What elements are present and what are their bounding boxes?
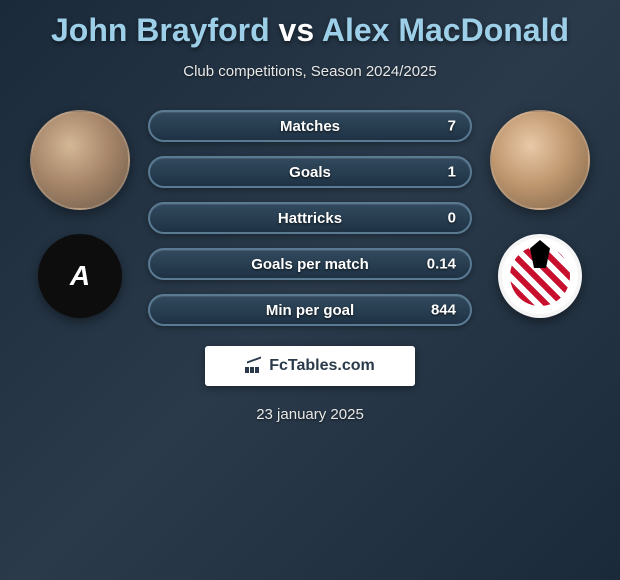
stat-label: Hattricks (278, 210, 342, 227)
page-title: John Brayford vs Alex MacDonald (51, 12, 569, 49)
stat-value: 7 (448, 118, 456, 135)
stat-row-goals-per-match: Goals per match 0.14 (148, 248, 472, 280)
stat-row-matches: Matches 7 (148, 110, 472, 142)
subtitle: Club competitions, Season 2024/2025 (183, 63, 437, 80)
left-column: A (20, 110, 140, 318)
comparison-body: A Matches 7 Goals 1 Hattricks 0 Goals pe… (10, 110, 610, 326)
player2-avatar (490, 110, 590, 210)
stat-value: 0.14 (427, 256, 456, 273)
club-badge-right-icon (502, 238, 578, 314)
stat-label: Matches (280, 118, 340, 135)
branding-badge: FcTables.com (205, 346, 415, 386)
player1-avatar (30, 110, 130, 210)
stat-value: 1 (448, 164, 456, 181)
stat-label: Min per goal (266, 302, 354, 319)
right-column (480, 110, 600, 318)
stat-value: 844 (431, 302, 456, 319)
stat-label: Goals per match (251, 256, 369, 273)
stat-label: Goals (289, 164, 331, 181)
player2-club-badge (498, 234, 582, 318)
vs-separator: vs (279, 12, 315, 48)
stat-row-goals: Goals 1 (148, 156, 472, 188)
branding-text: FcTables.com (269, 357, 375, 375)
stat-row-hattricks: Hattricks 0 (148, 202, 472, 234)
player2-name: Alex MacDonald (322, 12, 569, 48)
club-badge-left-icon: A (70, 260, 90, 292)
stat-value: 0 (448, 210, 456, 227)
player1-club-badge: A (38, 234, 122, 318)
chart-icon (245, 359, 263, 373)
stat-row-min-per-goal: Min per goal 844 (148, 294, 472, 326)
comparison-card: John Brayford vs Alex MacDonald Club com… (0, 0, 620, 423)
stats-list: Matches 7 Goals 1 Hattricks 0 Goals per … (140, 110, 480, 326)
date-label: 23 january 2025 (256, 406, 364, 423)
player1-name: John Brayford (51, 12, 270, 48)
